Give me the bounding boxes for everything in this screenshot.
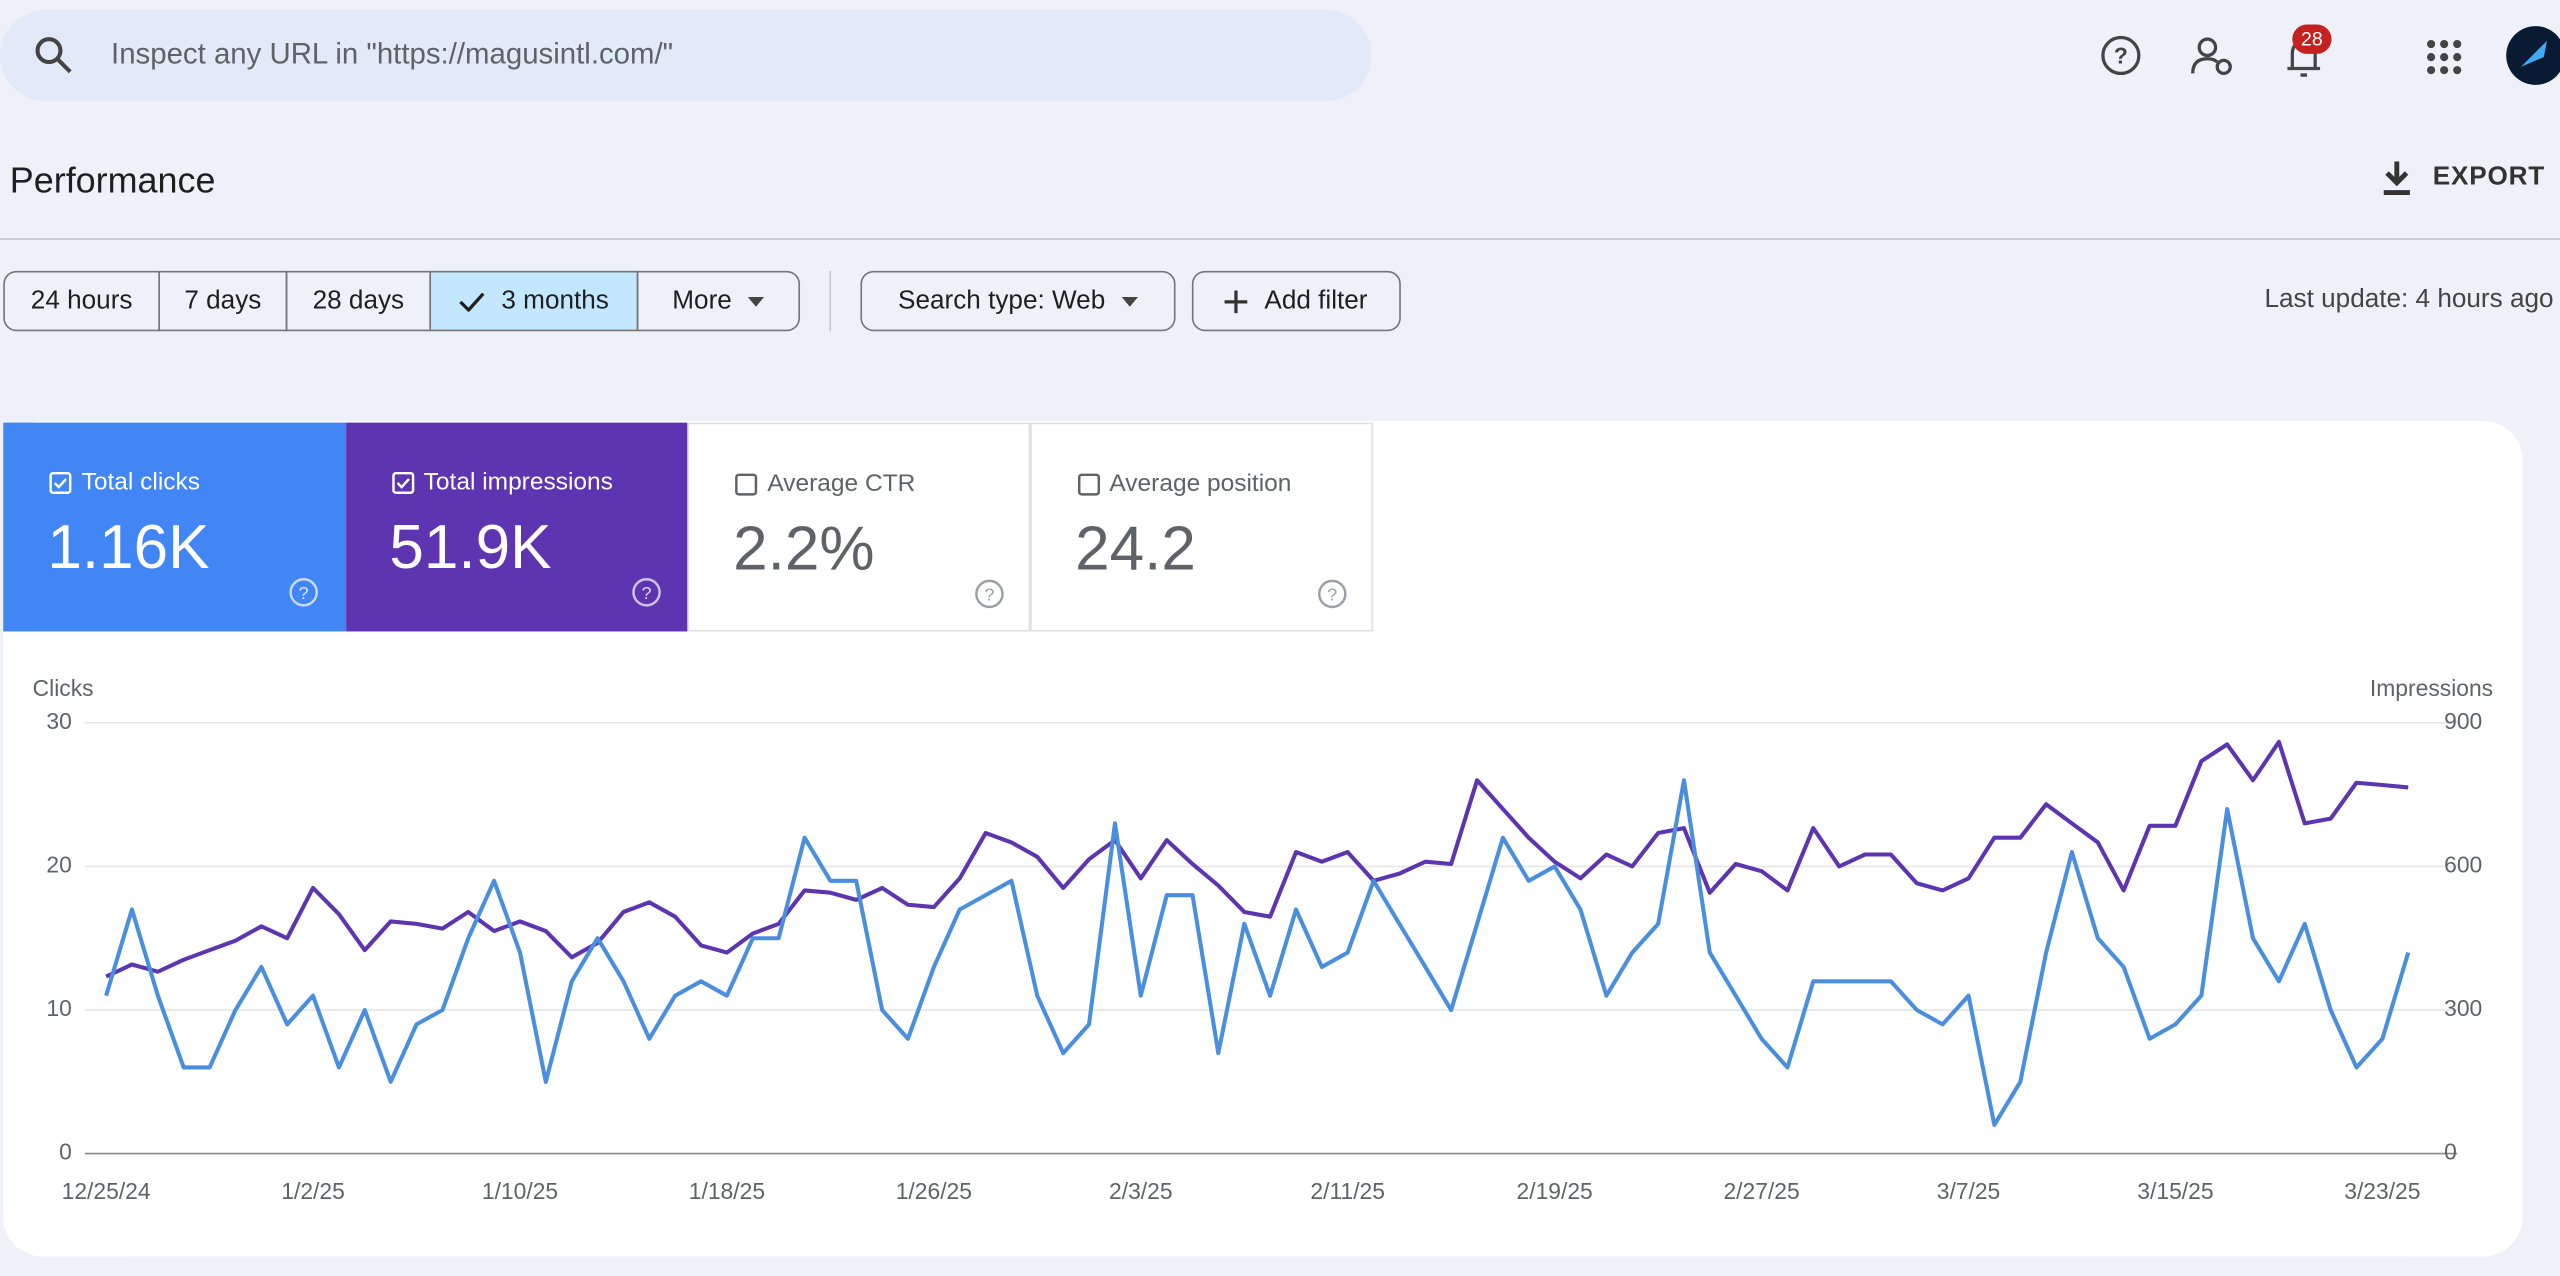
- avatar[interactable]: [2505, 24, 2560, 86]
- svg-text:?: ?: [2114, 43, 2128, 69]
- dropdown-arrow: [748, 296, 765, 306]
- export-icon[interactable]: [2380, 158, 2416, 197]
- notification-badge: 28: [2292, 24, 2332, 54]
- x-tick-label: 12/25/24: [62, 1178, 151, 1204]
- x-tick-label: 2/11/25: [1310, 1178, 1385, 1204]
- x-tick-label: 3/23/25: [2344, 1178, 2420, 1204]
- x-tick-label: 1/2/25: [281, 1178, 345, 1204]
- range-label: 7 days: [184, 286, 262, 315]
- check-icon: [459, 291, 485, 311]
- search-type-label: Search type: Web: [898, 286, 1106, 315]
- line-series: [105, 739, 2409, 979]
- metric-value: 51.9K: [389, 513, 552, 583]
- search-icon: [35, 37, 72, 74]
- x-tick-label: 1/18/25: [689, 1178, 765, 1204]
- add-filter-label: Add filter: [1264, 286, 1368, 315]
- y2-axis-title: Impressions: [2370, 675, 2493, 701]
- x-tick-label: 1/10/25: [482, 1178, 558, 1204]
- last-update: Last update: 4 hours ago: [2264, 285, 2554, 314]
- metric-value: 1.16K: [47, 513, 210, 583]
- help-icon[interactable]: ?: [973, 578, 1006, 611]
- y2-tick-label: 0: [2444, 1139, 2457, 1165]
- page-title: Performance: [9, 159, 216, 201]
- range-button[interactable]: 28 days: [285, 270, 432, 332]
- range-label: 3 months: [501, 286, 609, 315]
- y-tick-label: 10: [46, 995, 71, 1021]
- metric-label: Average CTR: [767, 469, 916, 498]
- toolbar-separator: [829, 270, 832, 332]
- metric-tile[interactable]: ? Total clicks 1.16K: [3, 422, 347, 632]
- dropdown-arrow: [1121, 296, 1138, 306]
- search-bar[interactable]: [0, 9, 1372, 102]
- x-tick-label: 2/3/25: [1109, 1178, 1173, 1204]
- y-tick-label: 20: [46, 851, 71, 877]
- help-icon[interactable]: ?: [1315, 578, 1348, 611]
- metric-tile[interactable]: ? Total impressions 51.9K: [345, 422, 689, 632]
- svg-text:?: ?: [299, 583, 309, 603]
- svg-text:?: ?: [641, 583, 651, 603]
- checkbox[interactable]: [391, 471, 414, 495]
- range-button[interactable]: 24 hours: [3, 270, 161, 332]
- metric-label: Average position: [1109, 469, 1292, 498]
- account-settings-icon[interactable]: [2189, 34, 2235, 80]
- y-tick-label: 30: [46, 708, 71, 734]
- metric-value: 2.2%: [733, 515, 875, 585]
- metric-tile[interactable]: ? Average CTR 2.2%: [687, 422, 1031, 632]
- search-placeholder: Inspect any URL in "https://magusintl.co…: [111, 37, 674, 71]
- checkbox[interactable]: [735, 473, 758, 496]
- svg-text:?: ?: [984, 584, 994, 604]
- metric-label: Total impressions: [423, 468, 613, 497]
- range-button[interactable]: 7 days: [158, 270, 288, 332]
- metric-tile[interactable]: ? Average position 24.2: [1029, 422, 1373, 632]
- search-type-button[interactable]: Search type: Web: [860, 270, 1176, 332]
- help-icon[interactable]: ?: [2100, 34, 2146, 80]
- range-label: More: [672, 286, 732, 315]
- x-tick-label: 2/19/25: [1517, 1178, 1593, 1204]
- y-tick-label: 0: [59, 1139, 72, 1165]
- range-button[interactable]: 3 months: [429, 270, 639, 332]
- x-tick-label: 3/15/25: [2137, 1178, 2213, 1204]
- y2-tick-label: 300: [2444, 995, 2482, 1021]
- y2-tick-label: 600: [2444, 851, 2482, 877]
- x-tick-label: 1/26/25: [896, 1178, 972, 1204]
- divider: [0, 238, 2560, 240]
- help-icon[interactable]: ?: [287, 576, 320, 609]
- checkbox[interactable]: [49, 471, 72, 495]
- export-button[interactable]: EXPORT: [2432, 163, 2546, 191]
- range-button[interactable]: More: [636, 270, 801, 332]
- help-icon[interactable]: ?: [629, 576, 662, 609]
- range-label: 24 hours: [30, 286, 133, 315]
- y2-tick-label: 900: [2444, 708, 2482, 734]
- x-tick-label: 2/27/25: [1723, 1178, 1799, 1204]
- svg-text:?: ?: [1326, 584, 1336, 604]
- y-axis-title: Clicks: [33, 675, 94, 701]
- apps-icon[interactable]: [2425, 38, 2464, 77]
- metric-value: 24.2: [1075, 515, 1196, 585]
- add-filter-button[interactable]: Add filter: [1191, 270, 1401, 332]
- plus-icon: [1225, 289, 1249, 313]
- line-series: [104, 778, 2411, 1127]
- checkbox[interactable]: [1077, 473, 1100, 496]
- x-tick-label: 3/7/25: [1937, 1178, 2001, 1204]
- metric-label: Total clicks: [81, 468, 201, 497]
- range-label: 28 days: [312, 286, 405, 315]
